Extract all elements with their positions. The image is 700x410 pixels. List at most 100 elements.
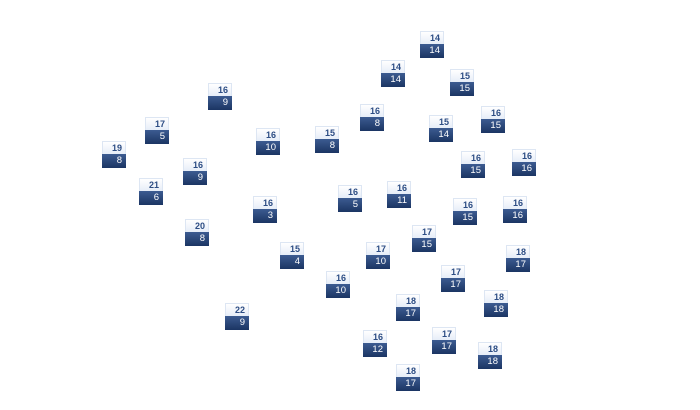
- node-top-value: 17: [441, 265, 465, 278]
- node-top-value: 16: [503, 196, 527, 209]
- node-box: 18 17: [506, 245, 530, 273]
- node-box: 16 16: [503, 196, 527, 224]
- node-bottom-value: 15: [481, 119, 505, 133]
- node-bottom-value: 15: [461, 164, 485, 178]
- node-top-value: 18: [484, 290, 508, 303]
- node-box: 16 12: [363, 330, 387, 358]
- node-bottom-value: 8: [185, 232, 209, 246]
- node-bottom-value: 3: [253, 209, 277, 223]
- node-box: 15 15: [450, 69, 474, 97]
- node-box: 16 10: [256, 128, 280, 156]
- node-bottom-value: 6: [139, 191, 163, 205]
- node-box: 18 18: [484, 290, 508, 318]
- node-box: 18 18: [478, 342, 502, 370]
- node-bottom-value: 15: [453, 211, 477, 225]
- node-bottom-value: 8: [360, 117, 384, 131]
- node-top-value: 15: [429, 115, 453, 128]
- node-box: 20 8: [185, 219, 209, 247]
- node-bottom-value: 14: [429, 128, 453, 142]
- node-top-value: 17: [432, 327, 456, 340]
- node-top-value: 14: [420, 31, 444, 44]
- node-bottom-value: 15: [450, 82, 474, 96]
- node-bottom-value: 14: [381, 73, 405, 87]
- node-top-value: 18: [478, 342, 502, 355]
- node-bottom-value: 11: [387, 194, 411, 208]
- node-box: 22 9: [225, 303, 249, 331]
- node-box: 16 16: [512, 149, 536, 177]
- node-top-value: 16: [453, 198, 477, 211]
- node-box: 16 15: [461, 151, 485, 179]
- node-box: 16 11: [387, 181, 411, 209]
- node-top-value: 16: [338, 185, 362, 198]
- node-box: 16 15: [481, 106, 505, 134]
- node-top-value: 15: [450, 69, 474, 82]
- node-top-value: 16: [183, 158, 207, 171]
- node-box: 17 10: [366, 242, 390, 270]
- node-top-value: 16: [363, 330, 387, 343]
- node-bottom-value: 9: [225, 316, 249, 330]
- node-box: 17 17: [432, 327, 456, 355]
- node-box: 15 8: [315, 126, 339, 154]
- node-top-value: 15: [315, 126, 339, 139]
- node-bottom-value: 14: [420, 44, 444, 58]
- node-bottom-value: 17: [396, 307, 420, 321]
- node-top-value: 16: [461, 151, 485, 164]
- node-box: 16 3: [253, 196, 277, 224]
- node-top-value: 18: [396, 294, 420, 307]
- node-top-value: 16: [481, 106, 505, 119]
- node-box: 17 17: [441, 265, 465, 293]
- node-bottom-value: 18: [484, 303, 508, 317]
- node-box: 17 5: [145, 117, 169, 145]
- node-box: 18 17: [396, 294, 420, 322]
- node-box: 14 14: [381, 60, 405, 88]
- node-bottom-value: 10: [326, 284, 350, 298]
- node-bottom-value: 4: [280, 255, 304, 269]
- node-bottom-value: 17: [432, 340, 456, 354]
- node-top-value: 22: [225, 303, 249, 316]
- node-bottom-value: 15: [412, 238, 436, 252]
- node-bottom-value: 10: [256, 141, 280, 155]
- node-top-value: 20: [185, 219, 209, 232]
- node-box: 16 9: [208, 83, 232, 111]
- node-top-value: 19: [102, 141, 126, 154]
- node-bottom-value: 17: [396, 377, 420, 391]
- node-box: 16 8: [360, 104, 384, 132]
- node-bottom-value: 17: [441, 278, 465, 292]
- node-box: 16 9: [183, 158, 207, 186]
- node-bottom-value: 9: [183, 171, 207, 185]
- node-box: 16 5: [338, 185, 362, 213]
- node-top-value: 18: [506, 245, 530, 258]
- node-top-value: 16: [387, 181, 411, 194]
- node-bottom-value: 5: [145, 130, 169, 144]
- node-top-value: 15: [280, 242, 304, 255]
- node-bottom-value: 10: [366, 255, 390, 269]
- node-top-value: 16: [208, 83, 232, 96]
- node-top-value: 21: [139, 178, 163, 191]
- node-bottom-value: 17: [506, 258, 530, 272]
- node-bottom-value: 16: [512, 162, 536, 176]
- node-box: 19 8: [102, 141, 126, 169]
- node-top-value: 16: [360, 104, 384, 117]
- node-top-value: 17: [145, 117, 169, 130]
- node-box: 15 4: [280, 242, 304, 270]
- node-top-value: 17: [412, 225, 436, 238]
- node-bottom-value: 12: [363, 343, 387, 357]
- node-top-value: 18: [396, 364, 420, 377]
- node-bottom-value: 8: [315, 139, 339, 153]
- node-bottom-value: 16: [503, 209, 527, 223]
- node-top-value: 17: [366, 242, 390, 255]
- node-box: 14 14: [420, 31, 444, 59]
- node-bottom-value: 18: [478, 355, 502, 369]
- node-top-value: 16: [256, 128, 280, 141]
- node-box: 16 15: [453, 198, 477, 226]
- node-bottom-value: 5: [338, 198, 362, 212]
- node-top-value: 16: [253, 196, 277, 209]
- node-box: 18 17: [396, 364, 420, 392]
- node-box: 21 6: [139, 178, 163, 206]
- node-box: 17 15: [412, 225, 436, 253]
- node-box: 16 10: [326, 271, 350, 299]
- node-top-value: 16: [326, 271, 350, 284]
- node-top-value: 16: [512, 149, 536, 162]
- node-top-value: 14: [381, 60, 405, 73]
- node-bottom-value: 8: [102, 154, 126, 168]
